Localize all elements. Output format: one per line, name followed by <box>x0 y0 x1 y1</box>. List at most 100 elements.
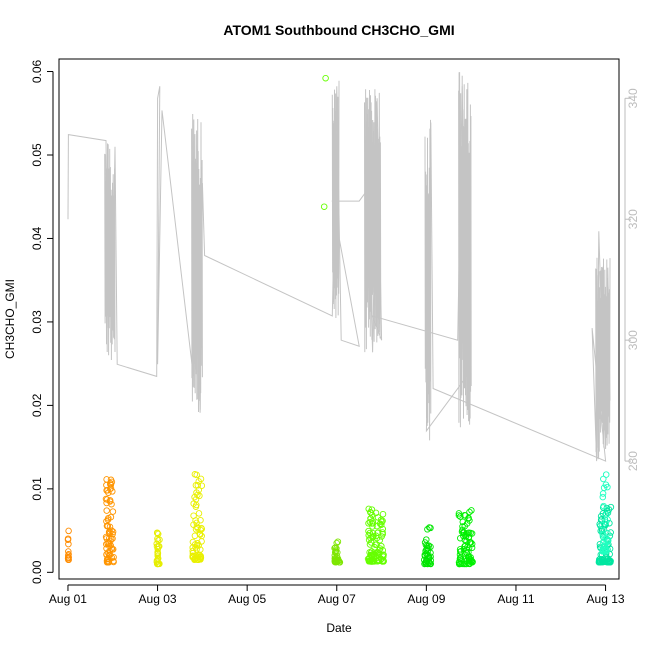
data-point <box>427 549 434 557</box>
data-point <box>425 554 432 561</box>
data-point <box>106 530 113 538</box>
data-point <box>108 478 116 486</box>
data-point <box>190 521 197 528</box>
data-point <box>469 558 476 565</box>
data-point <box>423 542 431 549</box>
data-point <box>193 542 201 549</box>
data-point <box>332 547 340 554</box>
data-point <box>375 556 382 564</box>
data-point <box>189 538 197 546</box>
data-point <box>465 529 473 536</box>
data-point <box>468 540 476 548</box>
data-point <box>369 518 376 525</box>
data-point <box>379 510 387 518</box>
data-point <box>597 558 605 565</box>
data-point <box>467 554 474 561</box>
data-point <box>193 523 201 530</box>
data-point <box>374 558 381 565</box>
data-point <box>427 560 434 568</box>
data-point <box>455 510 463 517</box>
data-point <box>604 538 611 545</box>
x-axis-label: Date <box>326 621 352 635</box>
data-point <box>369 550 377 558</box>
data-point <box>154 549 162 557</box>
data-point <box>107 485 115 492</box>
data-point <box>106 548 114 555</box>
data-point <box>605 559 613 566</box>
scatter-group-flight-1 <box>64 527 72 564</box>
data-point <box>600 502 607 510</box>
plot-frame <box>58 58 620 580</box>
y-tick-label: 0.01 <box>30 477 44 501</box>
y2-tick-label: 280 <box>626 451 640 471</box>
data-point <box>153 557 161 564</box>
secondary-spike-5 <box>424 119 432 441</box>
data-point <box>154 560 162 567</box>
data-point <box>599 522 606 529</box>
data-point <box>65 548 72 555</box>
data-point <box>193 489 200 496</box>
data-point <box>599 530 606 538</box>
data-point <box>600 531 607 538</box>
data-point <box>599 493 607 501</box>
data-point <box>196 530 203 538</box>
data-point <box>156 536 163 544</box>
data-point <box>106 485 114 493</box>
data-point <box>154 552 161 560</box>
secondary-spike-1 <box>104 143 116 361</box>
data-point <box>331 555 339 562</box>
secondary-series-line <box>67 86 611 462</box>
secondary-spike-2 <box>191 113 203 413</box>
data-point <box>461 536 469 544</box>
data-point <box>155 543 163 550</box>
data-point <box>154 529 161 537</box>
data-point <box>198 532 205 540</box>
data-point <box>189 552 196 560</box>
data-point <box>109 528 117 536</box>
data-point <box>103 499 110 507</box>
data-point <box>110 558 117 566</box>
data-point <box>65 556 72 564</box>
scatter-group-flight-7 <box>420 524 435 568</box>
y-axis-label: CH3CHO_GMI <box>3 279 17 359</box>
x-tick-label: Aug 01 <box>49 592 87 606</box>
y-tick-label: 0.05 <box>30 143 44 167</box>
data-point <box>367 549 375 557</box>
data-point <box>457 553 465 561</box>
x-axis: Aug 01 Aug 03 Aug 05 Aug 07 Aug 09 Aug 11 Aug … <box>49 584 625 606</box>
data-point <box>194 482 202 489</box>
data-point <box>103 522 111 530</box>
x-tick-label: Aug 05 <box>228 592 266 606</box>
data-point <box>604 530 611 537</box>
data-point <box>424 526 431 533</box>
data-point <box>604 537 612 544</box>
data-point <box>372 541 379 548</box>
chart-title: ATOM1 Southbound CH3CHO_GMI <box>223 22 454 38</box>
x-tick-label: Aug 07 <box>318 592 356 606</box>
data-point <box>378 521 385 528</box>
data-point <box>466 508 473 516</box>
data-point <box>459 560 466 568</box>
y-tick-label: 0.04 <box>30 226 44 250</box>
data-point <box>105 558 113 566</box>
y-tick-label: 0.06 <box>30 59 44 83</box>
data-point <box>105 535 113 542</box>
data-point <box>332 544 339 551</box>
data-point <box>365 558 373 565</box>
scatter-group-flight-3 <box>153 529 163 568</box>
data-point <box>65 527 72 535</box>
data-point <box>373 522 381 530</box>
secondary-spike-6 <box>458 72 472 428</box>
scatter-group-flight-5 <box>331 538 344 566</box>
secondary-spike-4 <box>364 89 382 353</box>
data-point <box>198 524 205 532</box>
data-point <box>423 550 430 558</box>
data-point <box>109 508 117 515</box>
data-point <box>198 482 206 489</box>
data-point <box>459 518 467 526</box>
data-point <box>468 530 476 537</box>
data-point <box>197 553 204 561</box>
data-point <box>110 553 117 561</box>
data-point <box>602 548 609 555</box>
